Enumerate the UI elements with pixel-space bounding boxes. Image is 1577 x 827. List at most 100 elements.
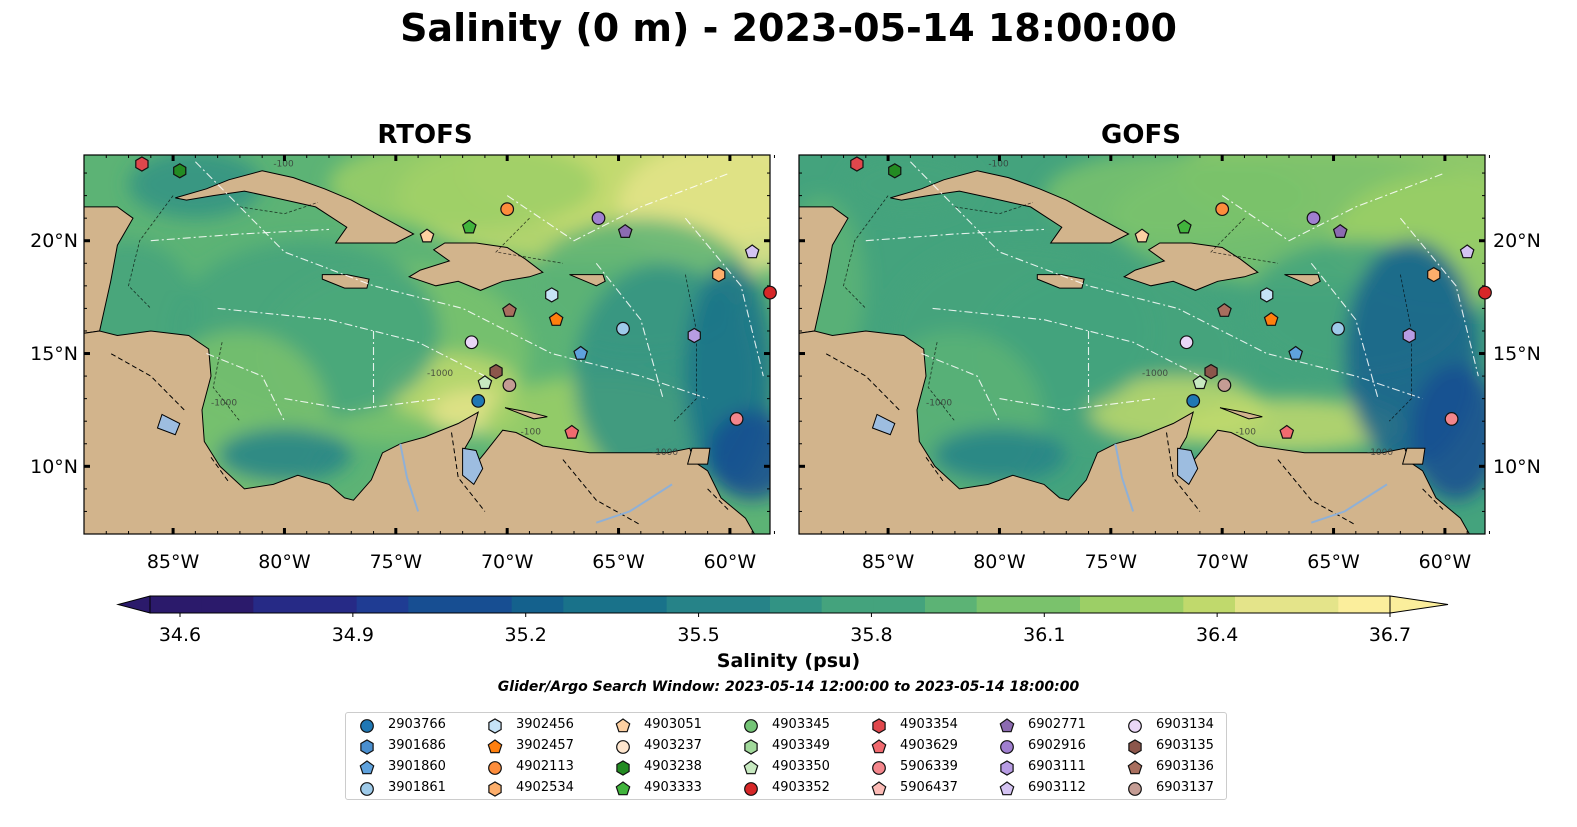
float-marker-6903134[interactable] bbox=[464, 335, 479, 350]
float-marker-4903350[interactable] bbox=[1192, 375, 1208, 390]
legend-marker-shape[interactable] bbox=[360, 719, 374, 733]
float-marker-4903629[interactable] bbox=[1279, 424, 1295, 439]
land-hispaniola bbox=[1123, 242, 1259, 291]
legend-marker-pentagon-icon bbox=[487, 739, 503, 754]
float-marker-3901861[interactable] bbox=[616, 321, 630, 336]
legend-marker-shape[interactable] bbox=[1000, 760, 1014, 776]
float-marker-5906339[interactable] bbox=[1444, 412, 1459, 426]
float-marker-4902113[interactable] bbox=[1215, 202, 1230, 217]
legend-marker-shape[interactable] bbox=[616, 760, 630, 776]
float-marker-2903766[interactable] bbox=[471, 393, 486, 408]
lat-tick-label: 20°N bbox=[1493, 230, 1541, 252]
colorbar-bin bbox=[305, 596, 358, 613]
salinity-field: -100 -1000 -1000 -100 -1000 bbox=[84, 155, 770, 534]
float-marker-4903352[interactable] bbox=[763, 285, 777, 300]
colorbar-bin bbox=[1028, 596, 1081, 613]
legend-label: 2903766 bbox=[388, 717, 446, 732]
legend-marker-pentagon-icon bbox=[359, 760, 375, 775]
legend-marker-shape[interactable] bbox=[744, 782, 758, 796]
float-marker-6903112[interactable] bbox=[1459, 244, 1475, 259]
float-marker-4903051[interactable] bbox=[419, 228, 435, 243]
float-marker-4902113[interactable] bbox=[500, 202, 515, 217]
legend-marker-shape[interactable] bbox=[744, 739, 758, 755]
float-marker-6902916[interactable] bbox=[591, 211, 606, 226]
float-marker-4902534[interactable] bbox=[1427, 266, 1441, 283]
lon-tick-label: 80°W bbox=[258, 551, 311, 573]
float-marker-4902534[interactable] bbox=[712, 266, 726, 283]
bathymetry-label: -100 bbox=[273, 159, 294, 169]
legend-marker-shape[interactable] bbox=[744, 719, 758, 733]
float-marker-4903354[interactable] bbox=[850, 156, 864, 172]
legend-marker-shape[interactable] bbox=[999, 781, 1015, 796]
legend-marker-shape[interactable] bbox=[743, 760, 759, 775]
legend-marker-shape[interactable] bbox=[872, 718, 886, 734]
float-marker-4903333[interactable] bbox=[1176, 219, 1192, 234]
float-marker-3902456[interactable] bbox=[545, 287, 559, 303]
legend-marker-shape[interactable] bbox=[360, 782, 374, 796]
map-panel-rtofs[interactable]: -100 -1000 -1000 -100 -1000 85°W 80°W 75°W 70°W 6… bbox=[0, 0, 790, 590]
legend-marker-shape[interactable] bbox=[872, 761, 886, 775]
legend-label: 6903136 bbox=[1156, 759, 1214, 774]
bathymetry-label: -100 bbox=[988, 159, 1009, 169]
float-marker-4903238[interactable] bbox=[173, 163, 187, 179]
legend-marker-shape[interactable] bbox=[359, 760, 375, 775]
float-marker-4903629[interactable] bbox=[564, 424, 580, 439]
float-marker-3901860[interactable] bbox=[1288, 345, 1304, 360]
colorbar-tick-label: 36.4 bbox=[1196, 624, 1238, 646]
search-window-text: Glider/Argo Search Window: 2023-05-14 12… bbox=[497, 679, 1080, 695]
legend-marker-shape[interactable] bbox=[1128, 719, 1142, 733]
float-marker-3902457[interactable] bbox=[548, 311, 564, 326]
legend-marker-shape[interactable] bbox=[488, 718, 502, 734]
legend-marker-hexagon-icon bbox=[1000, 760, 1014, 776]
legend-marker-shape[interactable] bbox=[999, 718, 1015, 733]
colorbar-bin bbox=[563, 596, 616, 613]
legend-marker-shape[interactable] bbox=[1128, 782, 1142, 796]
float-marker-6902771[interactable] bbox=[1332, 223, 1348, 238]
float-marker-6903134[interactable] bbox=[1179, 335, 1194, 350]
float-marker-4903350[interactable] bbox=[477, 375, 493, 390]
legend-marker-shape[interactable] bbox=[1128, 739, 1142, 755]
float-marker-3901860[interactable] bbox=[573, 345, 589, 360]
colorbar-bin bbox=[408, 596, 461, 613]
float-marker-3902457[interactable] bbox=[1263, 311, 1279, 326]
float-marker-6903111[interactable] bbox=[1402, 327, 1416, 344]
float-marker-6902916[interactable] bbox=[1306, 211, 1321, 226]
float-marker-6903111[interactable] bbox=[687, 327, 701, 344]
float-marker-3901861[interactable] bbox=[1331, 321, 1345, 336]
panel-title-gofs: GOFS bbox=[1101, 120, 1181, 150]
float-marker-6903135[interactable] bbox=[489, 363, 503, 380]
colorbar-bin bbox=[356, 596, 409, 613]
float-marker-4903354[interactable] bbox=[135, 156, 149, 172]
legend-marker-shape[interactable] bbox=[488, 781, 502, 797]
legend-marker-shape[interactable] bbox=[615, 781, 631, 796]
float-marker-2903766[interactable] bbox=[1186, 393, 1201, 408]
colorbar-bin bbox=[718, 596, 771, 613]
map-panel-gofs[interactable]: -100 -1000 -1000 -100 -1000 85°W 80°W 75°W 70°W 6… bbox=[790, 0, 1577, 590]
float-marker-5906339[interactable] bbox=[729, 412, 744, 426]
legend-marker-shape[interactable] bbox=[871, 781, 887, 796]
legend-marker-shape[interactable] bbox=[616, 740, 630, 754]
float-marker-6903137[interactable] bbox=[502, 378, 517, 393]
legend-marker-shape[interactable] bbox=[871, 739, 887, 754]
float-marker-3902456[interactable] bbox=[1260, 287, 1274, 303]
float-marker-6903112[interactable] bbox=[744, 244, 760, 259]
legend-marker-shape[interactable] bbox=[360, 739, 374, 755]
float-marker-6903136[interactable] bbox=[502, 302, 517, 317]
float-marker-6903137[interactable] bbox=[1217, 378, 1232, 393]
float-marker-6902771[interactable] bbox=[617, 223, 633, 238]
float-marker-4903051[interactable] bbox=[1134, 228, 1150, 243]
legend-marker-shape[interactable] bbox=[488, 761, 502, 775]
float-marker-4903333[interactable] bbox=[461, 219, 477, 234]
float-marker-6903135[interactable] bbox=[1204, 363, 1218, 380]
float-marker-4903238[interactable] bbox=[888, 163, 902, 179]
colorbar-bin bbox=[925, 596, 978, 613]
legend-marker-shape[interactable] bbox=[1000, 740, 1014, 754]
legend-marker-hexagon-icon bbox=[488, 718, 502, 734]
float-marker-4903352[interactable] bbox=[1478, 285, 1492, 300]
legend-label: 5906437 bbox=[900, 780, 958, 795]
legend-marker-shape[interactable] bbox=[487, 739, 503, 754]
legend-marker-shape[interactable] bbox=[1127, 760, 1143, 775]
legend-marker-shape[interactable] bbox=[615, 718, 631, 733]
lon-tick-label: 85°W bbox=[862, 551, 915, 573]
float-marker-6903136[interactable] bbox=[1217, 302, 1232, 317]
